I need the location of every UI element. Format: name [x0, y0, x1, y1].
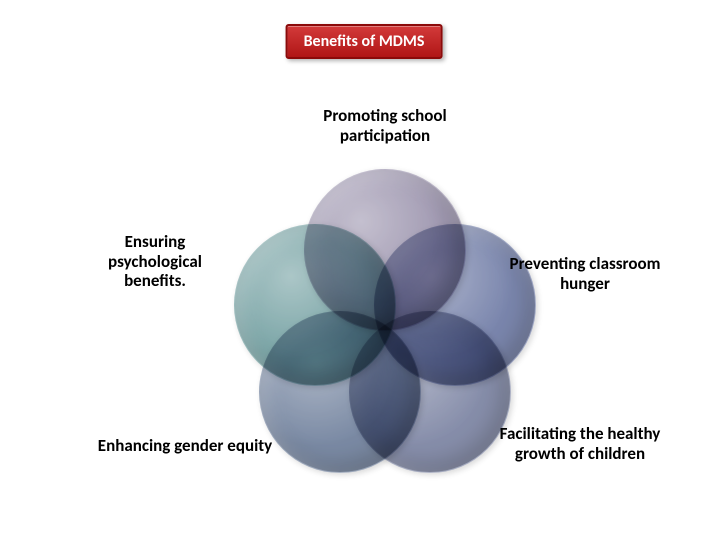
- label-top: Promoting school participation: [285, 106, 485, 145]
- label-right: Preventing classroom hunger: [500, 254, 670, 293]
- label-left: Ensuring psychological benefits.: [80, 232, 230, 291]
- label-bottom-right: Facilitating the healthy growth of child…: [490, 424, 670, 463]
- circle-left: [234, 224, 396, 386]
- title-banner: Benefits of MDMS: [286, 24, 443, 59]
- label-bottom-left: Enhancing gender equity: [95, 436, 275, 456]
- title-text: Benefits of MDMS: [304, 32, 425, 51]
